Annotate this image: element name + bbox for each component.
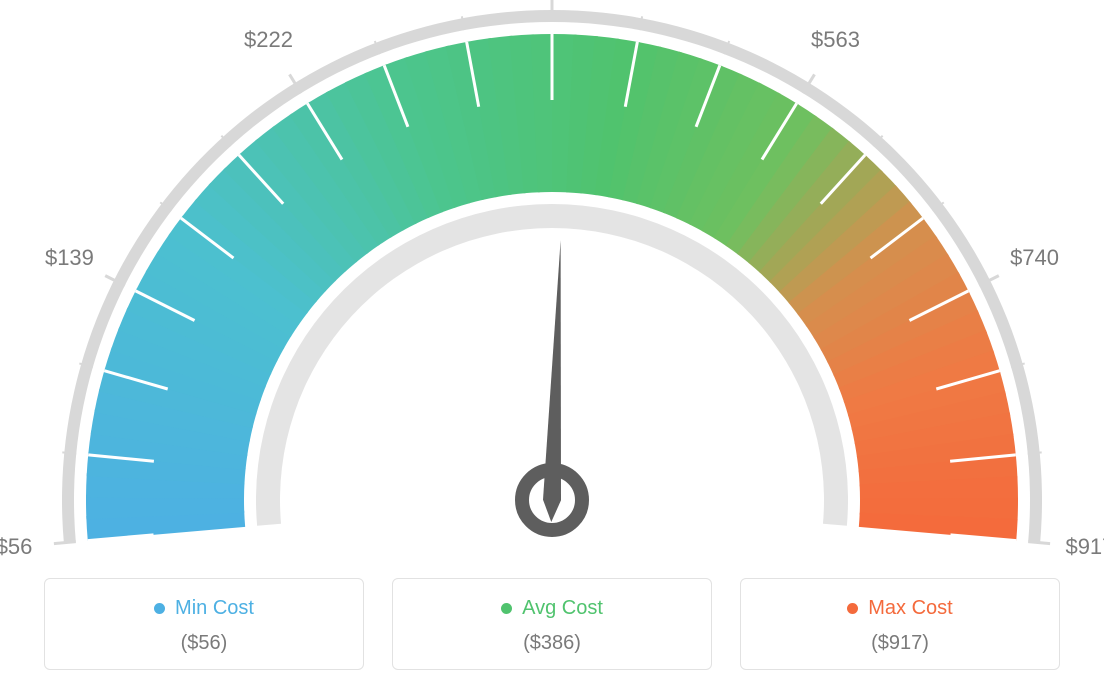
legend-value: ($386)	[393, 632, 711, 655]
legend-value: ($917)	[741, 632, 1059, 655]
gauge-needle	[543, 240, 561, 522]
gauge-tick-label: $740	[1010, 245, 1059, 271]
cost-gauge: $56$139$222$386$563$740$917	[0, 0, 1104, 560]
legend-title-text: Min Cost	[175, 597, 254, 620]
legend-card-min: Min Cost ($56)	[44, 578, 364, 670]
legend-value: ($56)	[45, 632, 363, 655]
gauge-tick-label: $222	[244, 27, 293, 53]
legend-card-max: Max Cost ($917)	[740, 578, 1060, 670]
tick-major	[1028, 542, 1050, 544]
legend-card-avg: Avg Cost ($386)	[392, 578, 712, 670]
gauge-svg	[0, 0, 1104, 560]
tick-minor	[1028, 452, 1042, 453]
legend-title: Max Cost	[847, 597, 952, 620]
legend-dot-icon	[154, 603, 165, 614]
gauge-tick-label: $139	[45, 245, 94, 271]
tick-minor	[62, 452, 76, 453]
legend-title-text: Max Cost	[868, 597, 952, 620]
legend-dot-icon	[847, 603, 858, 614]
tick-major	[54, 542, 76, 544]
legend-dot-icon	[501, 603, 512, 614]
legend-title: Avg Cost	[501, 597, 603, 620]
legend-title-text: Avg Cost	[522, 597, 603, 620]
gauge-tick-label: $563	[811, 27, 860, 53]
gauge-tick-label: $917	[1065, 534, 1104, 560]
legend-row: Min Cost ($56) Avg Cost ($386) Max Cost ($917…	[0, 578, 1104, 670]
legend-title: Min Cost	[154, 597, 254, 620]
gauge-tick-label: $56	[0, 534, 32, 560]
